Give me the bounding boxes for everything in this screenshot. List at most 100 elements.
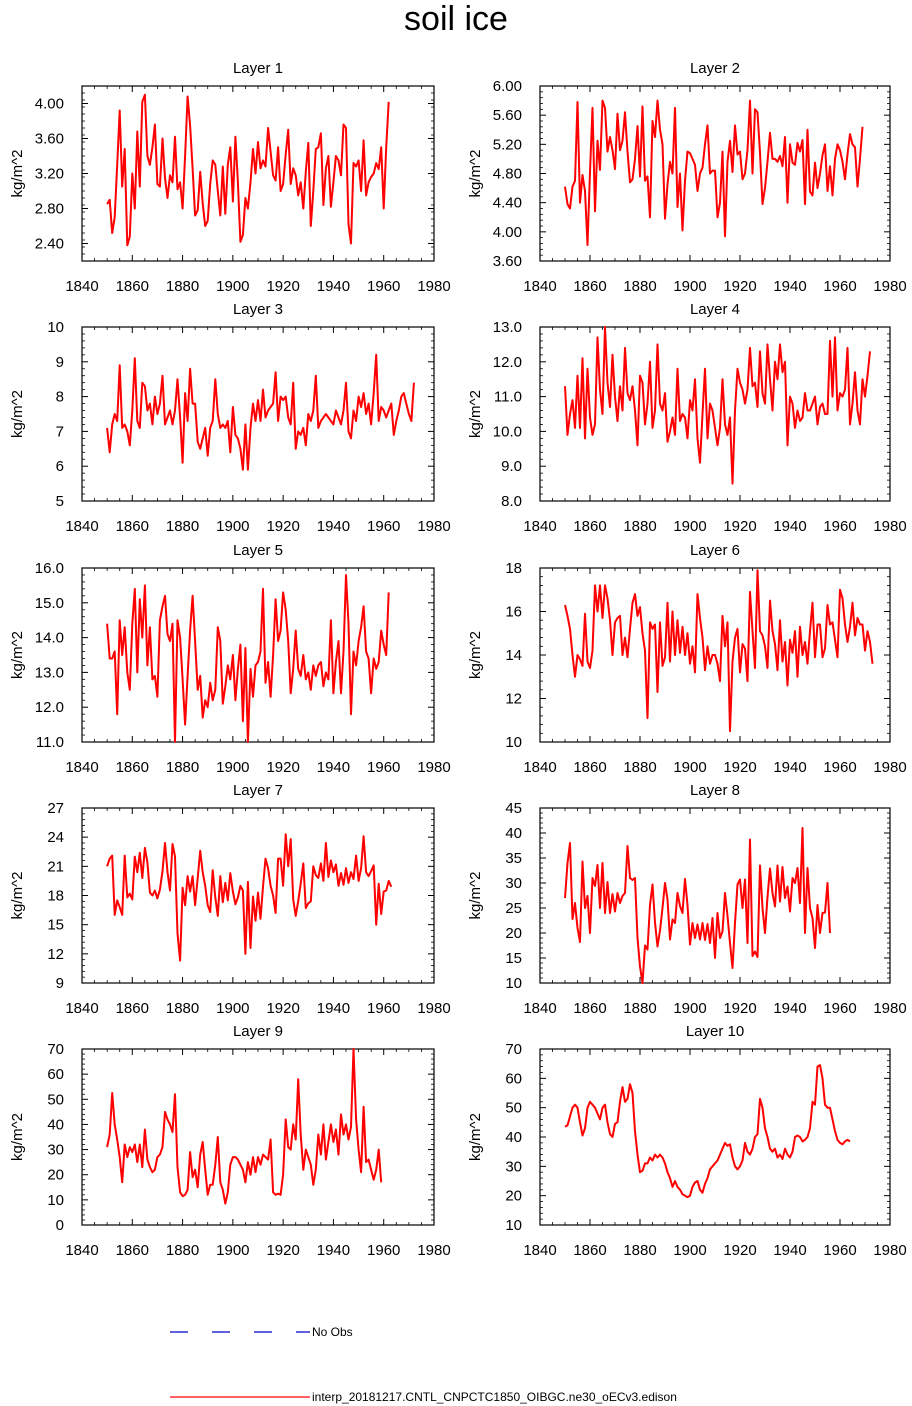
y-tick-label: 4.00 xyxy=(35,96,64,113)
x-tick-label: 1860 xyxy=(116,759,149,776)
y-tick-label: 12.0 xyxy=(35,699,64,716)
x-tick-label: 1980 xyxy=(873,278,906,295)
x-tick-label: 1860 xyxy=(573,278,606,295)
y-tick-label: 16 xyxy=(505,604,522,621)
series-line-model xyxy=(106,353,415,471)
x-tick-label: 1940 xyxy=(317,1000,350,1017)
x-tick-label: 1900 xyxy=(216,759,249,776)
x-tick-label: 1840 xyxy=(523,759,556,776)
y-axis-label: kg/m^2 xyxy=(467,150,484,198)
y-tick-label: 27 xyxy=(47,800,64,817)
series-line-model xyxy=(564,827,831,984)
y-tick-label: 70 xyxy=(505,1041,522,1058)
panel-layer-3: Layer 3 1840 1860 1880 1900 1920 1940 1960 1980 5… xyxy=(9,301,451,535)
y-tick-label: 35 xyxy=(505,850,522,867)
x-tick-label: 1900 xyxy=(216,518,249,535)
x-tick-label: 1940 xyxy=(317,518,350,535)
x-tick-label: 1860 xyxy=(116,1242,149,1259)
y-tick-label: 6.00 xyxy=(493,78,522,95)
y-tick-label: 60 xyxy=(47,1066,64,1083)
x-tick-label: 1920 xyxy=(266,518,299,535)
x-tick-label: 1860 xyxy=(116,278,149,295)
y-tick-label: 60 xyxy=(505,1070,522,1087)
panel-title: Layer 1 xyxy=(233,60,283,77)
x-tick-label: 1860 xyxy=(116,518,149,535)
x-tick-label: 1980 xyxy=(417,1000,450,1017)
panel-title: Layer 4 xyxy=(690,301,740,318)
series-line-model xyxy=(564,99,864,246)
x-tick-label: 1980 xyxy=(873,1242,906,1259)
y-axis-label: kg/m^2 xyxy=(467,1113,484,1161)
y-axis-label: kg/m^2 xyxy=(9,631,26,679)
y-tick-label: 10.0 xyxy=(493,423,522,440)
panel-layer-10: Layer 10 1840 1860 1880 1900 1920 1940 1960 1980… xyxy=(467,1023,907,1259)
panel-title: Layer 5 xyxy=(233,542,283,559)
x-tick-label: 1980 xyxy=(873,759,906,776)
legend-label-no-obs: No Obs xyxy=(312,1325,353,1339)
panel-title: Layer 10 xyxy=(686,1023,744,1040)
y-tick-label: 3.60 xyxy=(35,131,64,148)
x-tick-label: 1860 xyxy=(573,759,606,776)
x-tick-label: 1880 xyxy=(166,518,199,535)
x-tick-label: 1840 xyxy=(65,1242,98,1259)
panel-title: Layer 6 xyxy=(690,542,740,559)
y-tick-label: 8 xyxy=(56,389,64,406)
y-axis-label: kg/m^2 xyxy=(9,1113,26,1161)
x-tick-label: 1920 xyxy=(723,518,756,535)
x-tick-label: 1940 xyxy=(317,759,350,776)
panel-layer-7: Layer 7 1840 1860 1880 1900 1920 1940 1960 1980 9… xyxy=(9,782,451,1017)
x-tick-label: 1960 xyxy=(823,1242,856,1259)
y-axis-label: kg/m^2 xyxy=(467,390,484,438)
x-tick-label: 1940 xyxy=(773,518,806,535)
x-tick-label: 1880 xyxy=(623,759,656,776)
y-tick-label: 9 xyxy=(56,354,64,371)
x-tick-label: 1880 xyxy=(166,278,199,295)
x-tick-label: 1840 xyxy=(65,278,98,295)
x-tick-label: 1940 xyxy=(317,278,350,295)
y-tick-label: 9.0 xyxy=(501,458,522,475)
y-tick-label: 5.60 xyxy=(493,107,522,124)
panel-layer-8: Layer 8 1840 1860 1880 1900 1920 1940 1960 1980 1… xyxy=(467,782,907,1017)
x-tick-label: 1920 xyxy=(723,278,756,295)
series-line-model xyxy=(564,569,874,733)
y-tick-label: 30 xyxy=(505,1158,522,1175)
x-tick-label: 1900 xyxy=(216,1242,249,1259)
x-tick-label: 1940 xyxy=(773,278,806,295)
x-tick-label: 1980 xyxy=(417,278,450,295)
x-tick-label: 1900 xyxy=(216,278,249,295)
x-tick-label: 1840 xyxy=(523,1000,556,1017)
x-tick-label: 1860 xyxy=(573,1242,606,1259)
legend-label-model: interp_20181217.CNTL_CNPCTC1850_OIBGC.ne… xyxy=(312,1390,677,1404)
y-tick-label: 10 xyxy=(505,1217,522,1234)
x-tick-label: 1960 xyxy=(823,518,856,535)
y-tick-label: 40 xyxy=(505,825,522,842)
y-tick-label: 4.80 xyxy=(493,166,522,183)
y-tick-label: 12 xyxy=(505,691,522,708)
y-tick-label: 45 xyxy=(505,800,522,817)
x-tick-label: 1960 xyxy=(823,1000,856,1017)
y-tick-label: 6 xyxy=(56,458,64,475)
y-tick-label: 18 xyxy=(505,560,522,577)
y-axis-label: kg/m^2 xyxy=(9,390,26,438)
y-tick-label: 10 xyxy=(505,734,522,751)
y-tick-label: 15.0 xyxy=(35,595,64,612)
x-tick-label: 1900 xyxy=(673,278,706,295)
y-tick-label: 16.0 xyxy=(35,560,64,577)
x-tick-label: 1840 xyxy=(523,1242,556,1259)
y-tick-label: 21 xyxy=(47,858,64,875)
plot-frame xyxy=(81,326,435,502)
y-tick-label: 7 xyxy=(56,423,64,440)
panel-layer-2: Layer 2 1840 1860 1880 1900 1920 1940 1960 1980 3… xyxy=(467,60,907,295)
x-tick-label: 1920 xyxy=(723,1242,756,1259)
x-tick-label: 1880 xyxy=(166,1000,199,1017)
y-tick-label: 13.0 xyxy=(35,664,64,681)
x-tick-label: 1860 xyxy=(573,1000,606,1017)
y-tick-label: 9 xyxy=(56,975,64,992)
x-tick-label: 1900 xyxy=(216,1000,249,1017)
y-tick-label: 2.80 xyxy=(35,201,64,218)
y-tick-label: 4.40 xyxy=(493,195,522,212)
panel-title: Layer 3 xyxy=(233,301,283,318)
y-tick-label: 20 xyxy=(47,1167,64,1184)
plot-frame xyxy=(539,326,891,502)
